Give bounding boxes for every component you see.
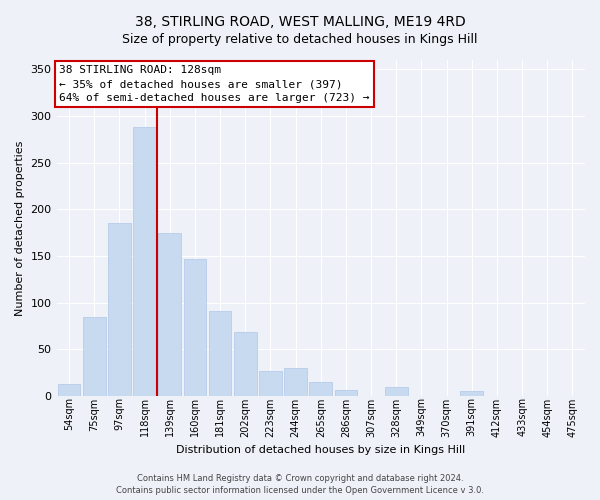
Bar: [460, 391, 483, 396]
Bar: [310, 382, 332, 396]
Text: 38 STIRLING ROAD: 128sqm
← 35% of detached houses are smaller (397)
64% of semi-: 38 STIRLING ROAD: 128sqm ← 35% of detach…: [59, 65, 370, 103]
Bar: [58, 384, 80, 396]
Bar: [133, 127, 156, 396]
Text: Size of property relative to detached houses in Kings Hill: Size of property relative to detached ho…: [122, 32, 478, 46]
Y-axis label: Number of detached properties: Number of detached properties: [15, 140, 25, 316]
Bar: [158, 232, 181, 396]
Text: 38, STIRLING ROAD, WEST MALLING, ME19 4RD: 38, STIRLING ROAD, WEST MALLING, ME19 4R…: [134, 15, 466, 29]
X-axis label: Distribution of detached houses by size in Kings Hill: Distribution of detached houses by size …: [176, 445, 466, 455]
Bar: [234, 332, 257, 396]
Bar: [108, 224, 131, 396]
Bar: [335, 390, 357, 396]
Bar: [284, 368, 307, 396]
Text: Contains HM Land Registry data © Crown copyright and database right 2024.
Contai: Contains HM Land Registry data © Crown c…: [116, 474, 484, 495]
Bar: [83, 316, 106, 396]
Bar: [209, 311, 232, 396]
Bar: [184, 258, 206, 396]
Bar: [259, 370, 282, 396]
Bar: [385, 386, 407, 396]
